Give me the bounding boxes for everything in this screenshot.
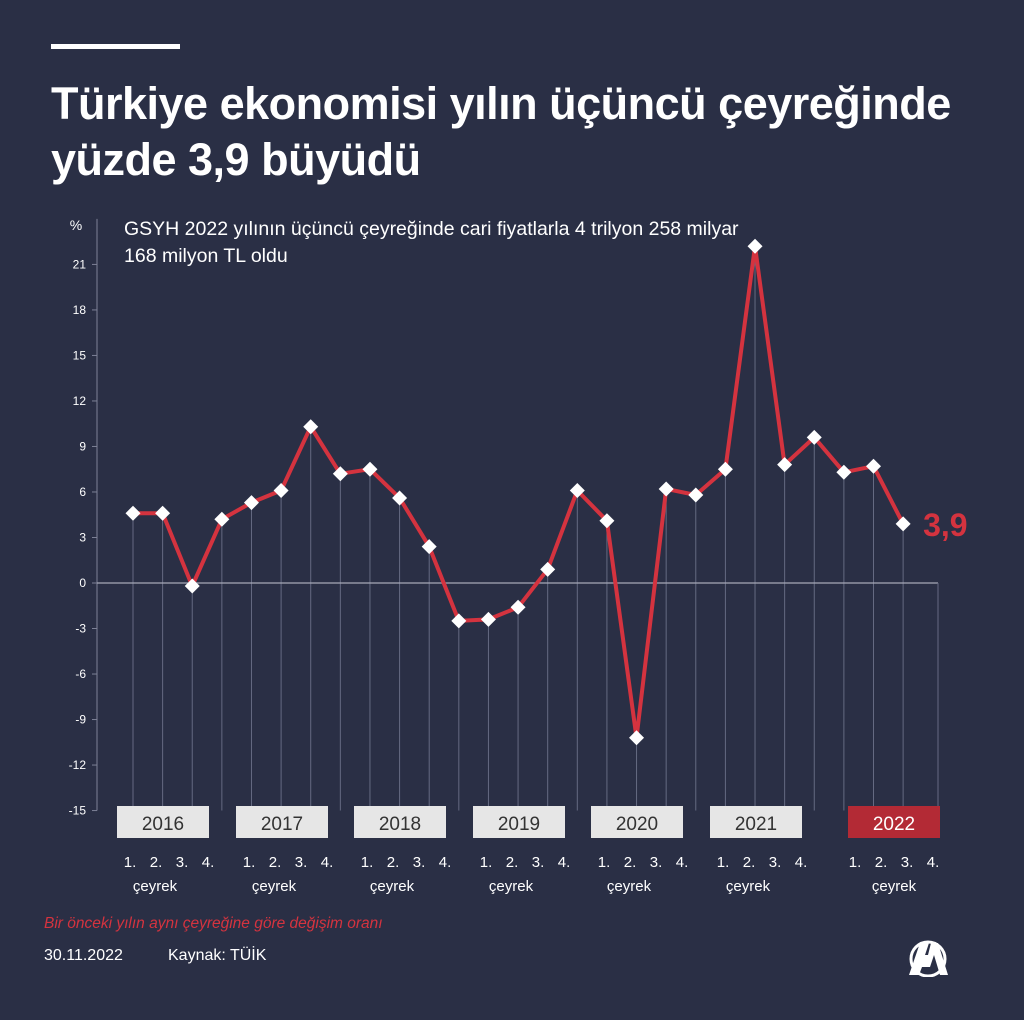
year-label: 2017	[261, 814, 303, 835]
data-point-marker	[717, 461, 733, 477]
quarter-label: 3.	[901, 854, 914, 871]
data-point-marker	[599, 513, 615, 529]
aa-logo-icon	[909, 940, 948, 977]
year-label: 2018	[379, 814, 421, 835]
y-tick-label: -15	[69, 804, 87, 818]
quarter-label: 2.	[506, 854, 519, 871]
data-point-marker	[569, 482, 585, 498]
quarter-label: 1.	[361, 854, 374, 871]
data-point-marker	[421, 539, 437, 555]
quarter-label: 1.	[480, 854, 493, 871]
y-tick-label: 12	[73, 394, 87, 408]
quarter-label: 2.	[624, 854, 637, 871]
quarter-label: 4.	[676, 854, 689, 871]
quarter-label: 1.	[124, 854, 137, 871]
data-point-marker	[392, 490, 408, 506]
y-tick-label: -3	[75, 622, 86, 636]
chart-subtitle: GSYH 2022 yılının üçüncü çeyreğinde cari…	[124, 218, 739, 267]
data-point-marker	[688, 487, 704, 503]
year-box	[473, 806, 565, 838]
data-point-marker	[866, 458, 881, 474]
quarter-label: 3.	[295, 854, 308, 871]
y-tick-label: -9	[75, 713, 86, 727]
data-point-marker	[303, 419, 319, 435]
data-point-marker	[184, 578, 200, 594]
quarter-label: 2.	[875, 854, 888, 871]
quarter-label: 4.	[202, 854, 215, 871]
y-tick-label: 21	[73, 257, 87, 271]
data-point-marker	[125, 505, 141, 521]
quarter-label: 1.	[598, 854, 611, 871]
y-tick-label: 0	[79, 576, 86, 590]
y-tick-label: 15	[73, 348, 87, 362]
quarter-caption: çeyrek	[872, 878, 917, 895]
year-label: 2021	[735, 814, 777, 835]
quarter-label: 2.	[150, 854, 163, 871]
quarter-label: 3.	[650, 854, 663, 871]
year-label: 2016	[142, 814, 184, 835]
quarter-label: 3.	[413, 854, 426, 871]
data-point-marker	[658, 481, 674, 497]
data-point-marker	[451, 613, 467, 629]
quarter-label: 2.	[743, 854, 756, 871]
y-tick-label: 18	[73, 303, 87, 317]
data-point-marker	[540, 561, 556, 577]
page-title: Türkiye ekonomisi yılın üçüncü çeyreğind…	[51, 78, 951, 185]
data-point-marker	[155, 505, 171, 521]
data-point-marker	[273, 482, 289, 498]
data-point-marker	[480, 611, 496, 627]
year-box	[236, 806, 328, 838]
quarter-caption: çeyrek	[726, 878, 771, 895]
data-point-marker	[332, 466, 348, 482]
data-point-marker	[747, 238, 763, 254]
quarter-label: 3.	[532, 854, 545, 871]
year-box	[710, 806, 802, 838]
year-label: 2022	[873, 814, 915, 835]
data-point-marker	[629, 730, 645, 746]
data-point-marker	[777, 457, 793, 473]
data-point-marker	[510, 599, 526, 615]
quarter-caption: çeyrek	[370, 878, 415, 895]
y-tick-label: -12	[69, 758, 87, 772]
quarter-label: 4.	[321, 854, 334, 871]
chart-note: Bir önceki yılın aynı çeyreğine göre değ…	[44, 915, 383, 932]
quarter-label: 4.	[558, 854, 571, 871]
last-value-label: 3,9	[923, 507, 967, 543]
data-point-marker	[836, 464, 852, 480]
data-source: Kaynak: TÜİK	[168, 947, 267, 964]
quarter-caption: çeyrek	[489, 878, 534, 895]
year-box	[591, 806, 683, 838]
quarter-caption: çeyrek	[252, 878, 297, 895]
quarter-label: 3.	[769, 854, 782, 871]
y-tick-label: -6	[75, 667, 86, 681]
quarter-label: 2.	[269, 854, 282, 871]
year-box	[848, 806, 940, 838]
data-point-marker	[243, 495, 259, 511]
quarter-caption: çeyrek	[133, 878, 178, 895]
quarter-label: 1.	[243, 854, 256, 871]
quarter-label: 2.	[387, 854, 400, 871]
data-point-marker	[214, 511, 230, 527]
quarter-caption: çeyrek	[607, 878, 652, 895]
top-rule	[51, 44, 180, 49]
quarter-label: 4.	[795, 854, 808, 871]
quarter-label: 1.	[717, 854, 730, 871]
y-tick-label: 6	[79, 485, 86, 499]
year-box	[354, 806, 446, 838]
year-label: 2019	[498, 814, 540, 835]
year-box	[117, 806, 209, 838]
quarter-label: 3.	[176, 854, 189, 871]
y-tick-label: 3	[79, 530, 86, 544]
quarter-label: 1.	[849, 854, 862, 871]
quarter-label: 4.	[439, 854, 452, 871]
data-point-marker	[362, 461, 378, 477]
y-axis-unit-label: %	[70, 217, 82, 233]
data-point-marker	[895, 516, 911, 532]
quarter-label: 4.	[927, 854, 940, 871]
year-label: 2020	[616, 814, 658, 835]
publish-date: 30.11.2022	[44, 947, 123, 964]
y-tick-label: 9	[79, 439, 86, 453]
data-point-marker	[806, 429, 822, 445]
